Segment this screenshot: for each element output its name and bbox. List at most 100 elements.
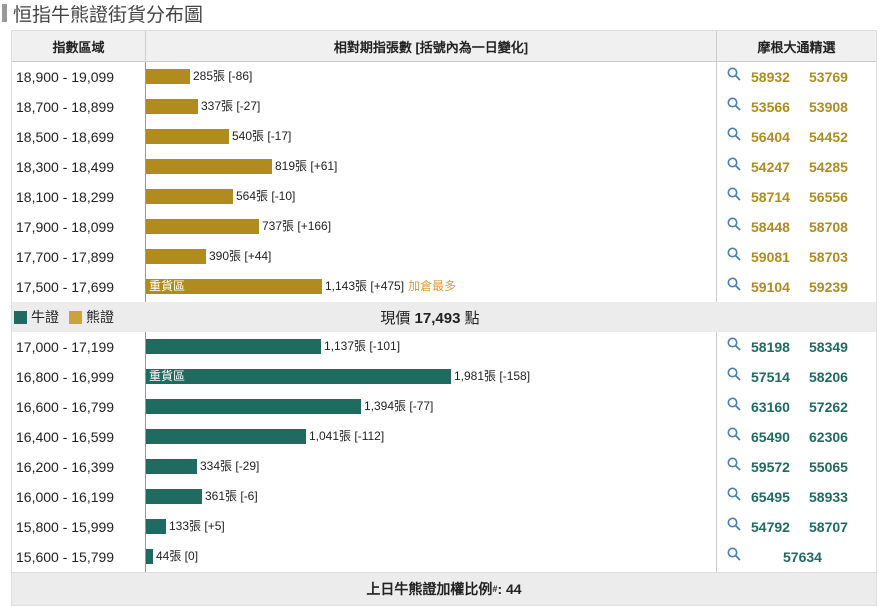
- warrant-code-link[interactable]: 59081: [751, 249, 790, 265]
- search-icon[interactable]: [727, 97, 741, 111]
- jpm-picks-cell: 58714 56556: [716, 182, 876, 212]
- bar-cell: 564張 [-10]: [145, 182, 716, 212]
- warrant-code-link[interactable]: 58703: [809, 249, 848, 265]
- index-range: 17,700 - 17,899: [16, 249, 115, 265]
- warrant-code-link[interactable]: 54247: [751, 159, 790, 175]
- warrant-code-link[interactable]: 58933: [809, 489, 848, 505]
- search-icon[interactable]: [727, 157, 741, 171]
- bull-row: 17,000 - 17,199 1,137張 [-101] 58198 58349: [12, 332, 876, 362]
- warrant-codes: 58714 56556: [751, 182, 867, 212]
- search-icon[interactable]: [727, 517, 741, 531]
- header-picks: 摩根大通精選: [716, 31, 876, 61]
- cbbc-distribution-table: 指數區域 相對期指張數 [括號內為一日變化] 摩根大通精選 18,900 - 1…: [11, 30, 877, 606]
- jpm-picks-cell: 58932 53769: [716, 62, 876, 92]
- footer-ratio: 上日牛熊證加權比例 #: 44: [12, 572, 876, 605]
- bear-row: 18,100 - 18,299 564張 [-10] 58714 56556: [12, 182, 876, 212]
- bear-section: 18,900 - 19,099 285張 [-86] 58932 53769 18,70…: [12, 62, 876, 302]
- warrant-code-link[interactable]: 53566: [751, 99, 790, 115]
- bear-bar: [146, 249, 206, 264]
- search-icon[interactable]: [727, 337, 741, 351]
- index-range: 15,600 - 15,799: [16, 549, 115, 565]
- bull-bar: [146, 399, 361, 414]
- warrant-code-link[interactable]: 55065: [809, 459, 848, 475]
- warrant-code-link[interactable]: 57514: [751, 369, 790, 385]
- warrant-code-link[interactable]: 57262: [809, 399, 848, 415]
- index-range: 17,900 - 18,099: [16, 219, 115, 235]
- search-icon[interactable]: [727, 187, 741, 201]
- jpm-picks-cell: 54792 58707: [716, 512, 876, 542]
- search-icon[interactable]: [727, 487, 741, 501]
- warrant-code-link[interactable]: 59104: [751, 279, 790, 295]
- warrant-code-link[interactable]: 58707: [809, 519, 848, 535]
- search-icon[interactable]: [727, 217, 741, 231]
- warrant-code-link[interactable]: 63160: [751, 399, 790, 415]
- search-icon[interactable]: [727, 547, 741, 561]
- current-price-row: 牛證 熊證 現價 17,493 點: [12, 302, 876, 332]
- search-icon[interactable]: [727, 247, 741, 261]
- search-icon[interactable]: [727, 67, 741, 81]
- warrant-code-link[interactable]: 58206: [809, 369, 848, 385]
- index-range: 17,500 - 17,699: [16, 279, 115, 295]
- warrant-codes: 58198 58349: [751, 332, 867, 362]
- bear-bar: [146, 129, 229, 144]
- bar-cell: 285張 [-86]: [145, 62, 716, 92]
- bull-bar: [146, 489, 202, 504]
- bar-value-label: 819張 [+61]: [275, 159, 337, 174]
- index-range: 16,000 - 16,199: [16, 489, 115, 505]
- bear-row: 17,500 - 17,699 重貨區 1,143張 [+475] 加倉最多 59104…: [12, 272, 876, 302]
- count-change-text: 285張 [-86]: [193, 69, 253, 83]
- warrant-codes: 58448 58708: [751, 212, 867, 242]
- warrant-code-link[interactable]: 62306: [809, 429, 848, 445]
- warrant-code-link[interactable]: 58708: [809, 219, 848, 235]
- search-icon[interactable]: [727, 277, 741, 291]
- warrant-code-link[interactable]: 54452: [809, 129, 848, 145]
- legend-bull-label: 牛證: [31, 309, 59, 325]
- warrant-codes: 53566 53908: [751, 92, 867, 122]
- warrant-code-link[interactable]: 59239: [809, 279, 848, 295]
- warrant-code-link[interactable]: 57634: [783, 549, 822, 565]
- warrant-code-link[interactable]: 65495: [751, 489, 790, 505]
- warrant-code-link[interactable]: 53908: [809, 99, 848, 115]
- bull-row: 16,000 - 16,199 361張 [-6] 65495 58933: [12, 482, 876, 512]
- bear-row: 18,300 - 18,499 819張 [+61] 54247 54285: [12, 152, 876, 182]
- warrant-code-link[interactable]: 58198: [751, 339, 790, 355]
- header-range: 指數區域: [52, 39, 105, 55]
- bar-cell: 737張 [+166]: [145, 212, 716, 242]
- bar-value-label: 1,137張 [-101]: [324, 339, 400, 354]
- count-change-text: 390張 [+44]: [209, 249, 272, 263]
- index-range: 18,900 - 19,099: [16, 69, 115, 85]
- warrant-code-link[interactable]: 54285: [809, 159, 848, 175]
- warrant-code-link[interactable]: 65490: [751, 429, 790, 445]
- jpm-picks-cell: 54247 54285: [716, 152, 876, 182]
- bar-value-label: 285張 [-86]: [193, 69, 252, 84]
- warrant-code-link[interactable]: 56404: [751, 129, 790, 145]
- jpm-picks-cell: 57514 58206: [716, 362, 876, 392]
- bar-value-label: 564張 [-10]: [236, 189, 295, 204]
- warrant-code-link[interactable]: 59572: [751, 459, 790, 475]
- index-range: 18,500 - 18,699: [16, 129, 115, 145]
- bear-bar: [146, 99, 198, 114]
- warrant-code-link[interactable]: 58448: [751, 219, 790, 235]
- search-icon[interactable]: [727, 127, 741, 141]
- index-range: 18,300 - 18,499: [16, 159, 115, 175]
- warrant-codes: 59104 59239: [751, 272, 867, 302]
- bull-row: 16,400 - 16,599 1,041張 [-112] 65490 62306: [12, 422, 876, 452]
- bar-value-label: 540張 [-17]: [232, 129, 291, 144]
- search-icon[interactable]: [727, 457, 741, 471]
- warrant-code-link[interactable]: 56556: [809, 189, 848, 205]
- search-icon[interactable]: [727, 427, 741, 441]
- warrant-code-link[interactable]: 58349: [809, 339, 848, 355]
- warrant-code-link[interactable]: 58714: [751, 189, 790, 205]
- warrant-code-link[interactable]: 54792: [751, 519, 790, 535]
- search-icon[interactable]: [727, 367, 741, 381]
- bear-bar: [146, 69, 190, 84]
- search-icon[interactable]: [727, 397, 741, 411]
- warrant-code-link[interactable]: 53769: [809, 69, 848, 85]
- warrant-code-link[interactable]: 58932: [751, 69, 790, 85]
- bear-row: 17,900 - 18,099 737張 [+166] 58448 58708: [12, 212, 876, 242]
- index-range: 16,200 - 16,399: [16, 459, 115, 475]
- bar-cell: 1,137張 [-101]: [145, 332, 716, 362]
- index-range: 16,600 - 16,799: [16, 399, 115, 415]
- current-price-value: 17,493: [414, 309, 461, 327]
- max-increase-note: 加倉最多: [408, 279, 457, 293]
